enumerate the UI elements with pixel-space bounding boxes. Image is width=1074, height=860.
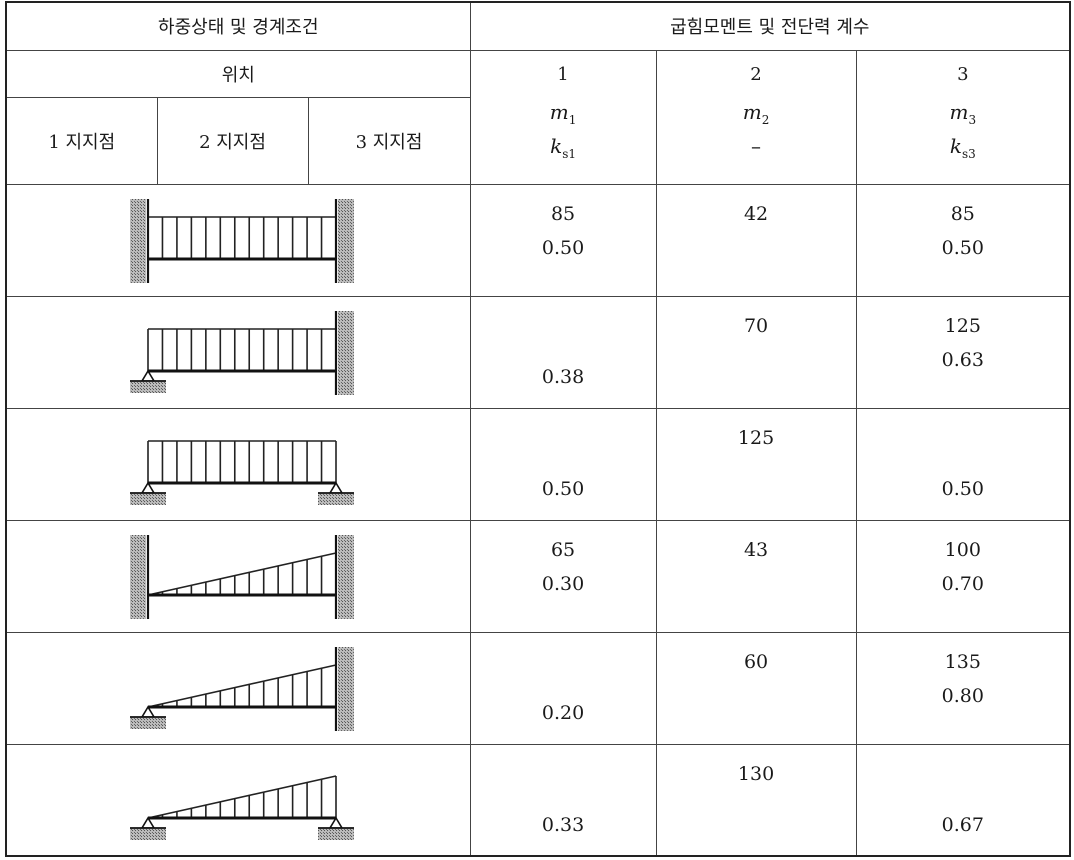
support-ground — [130, 716, 167, 729]
fixed-support-wall — [338, 199, 355, 284]
col-2-values: 60 — [655, 631, 857, 745]
load-slope-line — [148, 663, 337, 708]
load-condition-title: 하중상태 및 경계조건 — [5, 1, 471, 51]
ks1-value: 0.50 — [541, 477, 585, 500]
load-diagram-cell — [5, 743, 471, 857]
support-ground — [318, 492, 355, 505]
ks1-value: 0.30 — [541, 572, 585, 595]
load-case-row: 0.33 130 0.67 — [5, 743, 1071, 857]
col-2-moment-symbol: m2 — [742, 99, 770, 127]
fixed-support-wall — [338, 310, 355, 395]
col-3-values: 0.50 — [855, 407, 1071, 521]
col-1-moment-symbol: m1 — [549, 99, 577, 127]
header-row-supports: 1 지지점 2 지지점 3 지지점 — [5, 96, 1070, 186]
m3-value: 85 — [950, 203, 975, 226]
col-2-number: 2 — [750, 63, 762, 85]
fixed-support-wall — [338, 646, 355, 731]
coefficient-table: 하중상태 및 경계조건 굽힘모멘트 및 전단력 계수 위치 1 m1 ks1 2… — [5, 1, 1072, 857]
load-diagram — [130, 646, 355, 731]
load-diagram — [130, 440, 355, 505]
support-ground — [130, 492, 167, 505]
coefficient-title: 굽힘모멘트 및 전단력 계수 — [469, 1, 1071, 51]
ks1-value: 0.38 — [541, 366, 585, 389]
support-1-label: 1 지지점 — [5, 96, 158, 186]
col-2-values: 70 — [655, 296, 857, 409]
ks3-value: 0.67 — [941, 813, 984, 836]
col-2-values: 42 — [655, 184, 857, 298]
ks1-value: 0.33 — [541, 813, 585, 836]
m1-value: 85 — [550, 203, 576, 226]
fixed-support-wall — [130, 534, 147, 619]
load-diagram-cell — [5, 407, 471, 521]
ks3-value: 0.50 — [941, 477, 984, 500]
load-case-row: 0.20 60 135 0.80 — [5, 631, 1071, 745]
ks3-value: 0.80 — [941, 684, 984, 707]
ks1-value: 0.50 — [541, 237, 585, 260]
m3-value: 125 — [944, 315, 981, 338]
m2-value: 60 — [743, 650, 769, 673]
col-3-values: 0.67 — [855, 743, 1071, 857]
load-case-row: 65 0.30 43 100 0.70 — [5, 519, 1071, 633]
col-3-number: 3 — [957, 63, 969, 85]
m3-value: 135 — [944, 650, 981, 673]
load-diagram-cell — [5, 296, 471, 409]
support-ground — [318, 828, 355, 841]
load-case-row: 85 0.50 42 85 0.50 — [5, 184, 1071, 298]
col-3-header: 3 m3 ks3 — [855, 49, 1071, 186]
load-diagram — [130, 534, 355, 619]
ks3-value: 0.63 — [941, 349, 984, 372]
col-1-number: 1 — [557, 63, 569, 85]
load-diagram — [130, 775, 355, 841]
support-3-label: 3 지지점 — [307, 96, 471, 186]
col-1-shear-symbol: ks1 — [550, 133, 576, 161]
col-1-values: 0.33 — [469, 743, 657, 857]
ks1-value: 0.20 — [541, 701, 585, 724]
col-2-values: 130 — [655, 743, 857, 857]
support-ground — [130, 380, 167, 393]
col-3-moment-symbol: m3 — [949, 99, 977, 127]
load-case-row: 0.38 70 125 0.63 — [5, 296, 1071, 409]
col-2-values: 43 — [655, 519, 857, 633]
col-1-values: 0.50 — [469, 407, 657, 521]
col-1-values: 85 0.50 — [469, 184, 657, 298]
col-3-values: 85 0.50 — [855, 184, 1071, 298]
m2-value: 42 — [743, 203, 769, 226]
col-2-values: 125 — [655, 407, 857, 521]
load-case-row: 0.50 125 0.50 — [5, 407, 1071, 521]
m2-value: 125 — [737, 426, 775, 449]
load-diagram — [130, 310, 355, 395]
col-3-values: 100 0.70 — [855, 519, 1071, 633]
fixed-support-wall — [338, 534, 355, 619]
col-2-dash: – — [751, 133, 762, 158]
col-3-values: 135 0.80 — [855, 631, 1071, 745]
col-1-values: 0.38 — [469, 296, 657, 409]
ks3-value: 0.70 — [941, 572, 984, 595]
m2-value: 130 — [737, 762, 775, 785]
m1-value: 65 — [550, 538, 576, 561]
header-row-position: 위치 1 m1 ks1 2 m2 – 3 m3 ks3 — [5, 49, 1071, 186]
load-diagram-cell — [5, 631, 471, 745]
col-3-values: 125 0.63 — [855, 296, 1071, 409]
load-diagram-cell — [5, 184, 471, 298]
m2-value: 70 — [743, 315, 769, 338]
m2-value: 43 — [743, 538, 769, 561]
col-1-values: 65 0.30 — [469, 519, 657, 633]
support-ground — [130, 828, 167, 841]
load-slope-line — [148, 551, 337, 596]
load-diagram — [130, 199, 355, 284]
m3-value: 100 — [944, 538, 981, 561]
col-1-header: 1 m1 ks1 — [469, 49, 657, 186]
load-diagram-cell — [5, 519, 471, 633]
col-1-values: 0.20 — [469, 631, 657, 745]
load-slope-line — [148, 775, 337, 820]
position-label: 위치 — [5, 49, 471, 98]
support-2-label: 2 지지점 — [156, 96, 309, 186]
col-2-header: 2 m2 – — [655, 49, 857, 186]
col-3-shear-symbol: ks3 — [949, 133, 976, 161]
header-row-titles: 하중상태 및 경계조건 굽힘모멘트 및 전단력 계수 — [5, 1, 1071, 51]
ks3-value: 0.50 — [941, 237, 984, 260]
fixed-support-wall — [130, 199, 147, 284]
